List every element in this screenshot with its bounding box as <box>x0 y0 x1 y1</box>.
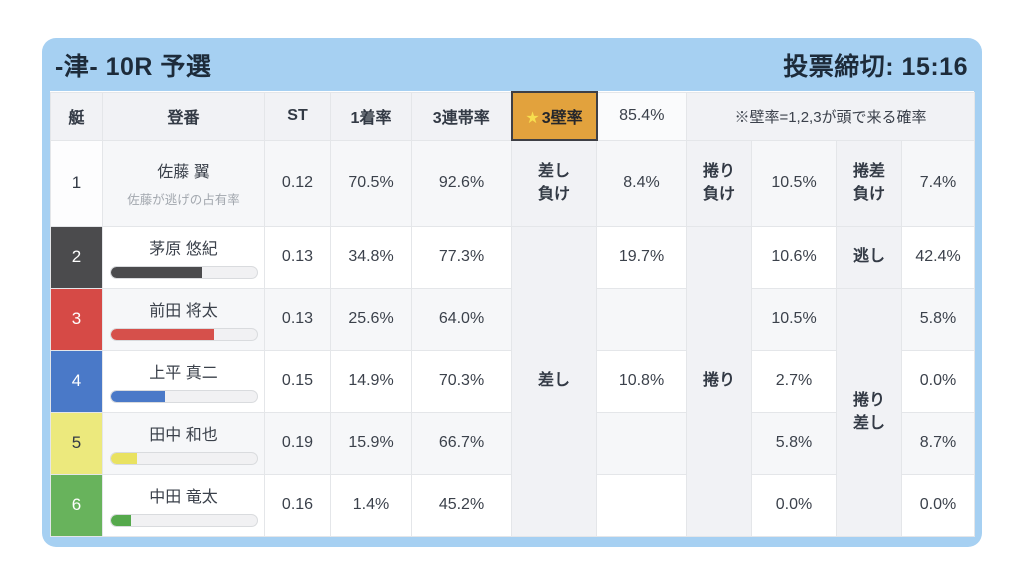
nige-share-bar <box>109 452 258 465</box>
col-header-win1: 1着率 <box>330 91 412 141</box>
race-title: -津- 10R 予選 <box>55 52 212 81</box>
st-value: 0.15 <box>264 349 331 413</box>
st-value: 0.16 <box>264 473 331 537</box>
boat-number: 5 <box>50 411 103 475</box>
wall-rate-note: ※壁率=1,2,3が頭で来る確率 <box>686 91 975 141</box>
win1-value: 25.6% <box>330 287 412 351</box>
top3-value: 45.2% <box>411 473 512 537</box>
sashi-value <box>596 411 687 475</box>
boat-number: 4 <box>50 349 103 413</box>
racer-name: 茅原 悠紀 <box>149 241 218 258</box>
win1-value: 70.5% <box>330 139 412 227</box>
win1-value: 1.4% <box>330 473 412 537</box>
table-row: 3 前田 将太 0.13 25.6% 64.0% 10.5% 捲り 差し 5.8… <box>50 287 975 537</box>
nige-share-bar <box>109 514 258 527</box>
st-value: 0.19 <box>264 411 331 475</box>
table-row: 5 田中 和也 0.19 15.9% 66.7% 5.8% 8.7% <box>50 411 975 475</box>
top3-value: 92.6% <box>411 139 512 227</box>
wall-rate-button[interactable]: ★ 3壁率 <box>510 91 598 141</box>
top3-value: 70.3% <box>411 349 512 413</box>
makurizashi-value: 0.0% <box>901 349 975 413</box>
racer-name: 中田 竜太 <box>149 489 218 506</box>
sashi-value: 10.8% <box>596 349 687 413</box>
top3-value: 66.7% <box>411 411 512 475</box>
nige-share-bar <box>109 266 258 279</box>
boat-number: 6 <box>50 473 103 537</box>
makuri-value: 10.6% <box>751 225 837 289</box>
nige-share-bar <box>109 390 258 403</box>
win1-value: 15.9% <box>330 411 412 475</box>
sashi-value <box>596 473 687 537</box>
win1-value: 34.8% <box>330 225 412 289</box>
racer-cell: 中田 竜太 <box>102 473 265 537</box>
nige-share-bar-fill <box>110 453 137 464</box>
lose-makurizashi-value: 7.4% <box>901 139 975 227</box>
nigashi-value: 42.4% <box>901 225 975 289</box>
makuri-value: 10.5% <box>751 287 837 351</box>
racer-name: 佐藤 翼 <box>157 164 210 181</box>
racer-subtitle: 佐藤が逃げの占有率 <box>127 193 240 207</box>
racer-cell: 茅原 悠紀 <box>102 225 265 289</box>
table-row: 4 上平 真二 0.15 14.9% 70.3% 10.8% 2.7% 0.0% <box>50 349 975 413</box>
nige-share-bar-fill <box>110 391 165 402</box>
card-header: -津- 10R 予選 投票締切: 15:16 <box>42 38 982 91</box>
table-row: 2 茅原 悠紀 0.13 34.8% 77.3% 差し 19.7% 捲り 10.… <box>50 225 975 537</box>
lose-sashi-label: 差し 負け <box>511 139 597 227</box>
makuri-label: 捲り <box>686 225 752 537</box>
race-info-card: -津- 10R 予選 投票締切: 15:16 艇 登番 ST 1着率 3連帯率 … <box>42 38 982 547</box>
boat-number: 3 <box>50 287 103 351</box>
racer-name: 前田 将太 <box>149 303 218 320</box>
table-row: 1 佐藤 翼 佐藤が逃げの占有率 0.12 70.5% 92.6% 差し 負け … <box>50 139 975 227</box>
nige-share-bar-fill <box>110 515 131 526</box>
wall-rate-value: 85.4% <box>596 91 687 141</box>
nige-share-bar-fill <box>110 267 203 278</box>
lose-makurizashi-label: 捲差 負け <box>836 139 902 227</box>
lose-makuri-label: 捲り 負け <box>686 139 752 227</box>
table-row: 6 中田 竜太 0.16 1.4% 45.2% 0.0% 0.0% <box>50 473 975 537</box>
racer-cell: 佐藤 翼 佐藤が逃げの占有率 <box>102 139 265 227</box>
top3-value: 77.3% <box>411 225 512 289</box>
sashi-value <box>596 287 687 351</box>
makuri-value: 2.7% <box>751 349 837 413</box>
lose-makuri-value: 10.5% <box>751 139 837 227</box>
makurizashi-value: 8.7% <box>901 411 975 475</box>
voting-deadline: 投票締切: 15:16 <box>783 52 968 81</box>
sashi-label: 差し <box>511 225 597 537</box>
makuri-value: 5.8% <box>751 411 837 475</box>
st-value: 0.13 <box>264 287 331 351</box>
header-row: 艇 登番 ST 1着率 3連帯率 ★ 3壁率 85.4% ※壁率=1,2,3が頭で… <box>50 91 975 141</box>
col-header-racer: 登番 <box>102 91 265 141</box>
racer-cell: 前田 将太 <box>102 287 265 351</box>
racer-cell: 上平 真二 <box>102 349 265 413</box>
st-value: 0.12 <box>264 139 331 227</box>
col-header-boat: 艇 <box>50 91 103 141</box>
stats-table-wrap: 艇 登番 ST 1着率 3連帯率 ★ 3壁率 85.4% ※壁率=1,2,3が頭で… <box>50 91 975 537</box>
makurizashi-value: 0.0% <box>901 473 975 537</box>
win1-value: 14.9% <box>330 349 412 413</box>
boat-number: 2 <box>50 225 103 289</box>
makurizashi-value: 5.8% <box>901 287 975 351</box>
racer-cell: 田中 和也 <box>102 411 265 475</box>
stats-table: 艇 登番 ST 1着率 3連帯率 ★ 3壁率 85.4% ※壁率=1,2,3が頭で… <box>50 91 975 537</box>
star-icon: ★ <box>525 110 540 127</box>
makurizashi-label: 捲り 差し <box>836 287 902 537</box>
sashi-value: 19.7% <box>596 225 687 289</box>
top3-value: 64.0% <box>411 287 512 351</box>
makuri-value: 0.0% <box>751 473 837 537</box>
col-header-top3: 3連帯率 <box>411 91 512 141</box>
nige-share-bar-fill <box>110 329 215 340</box>
racer-name: 上平 真二 <box>149 365 218 382</box>
st-value: 0.13 <box>264 225 331 289</box>
lose-sashi-value: 8.4% <box>596 139 687 227</box>
wall-rate-label: 3壁率 <box>541 110 583 127</box>
nigashi-label: 逃し <box>836 225 902 289</box>
col-header-st: ST <box>264 91 331 141</box>
nige-share-bar <box>109 328 258 341</box>
racer-name: 田中 和也 <box>149 427 218 444</box>
boat-number: 1 <box>50 139 103 227</box>
